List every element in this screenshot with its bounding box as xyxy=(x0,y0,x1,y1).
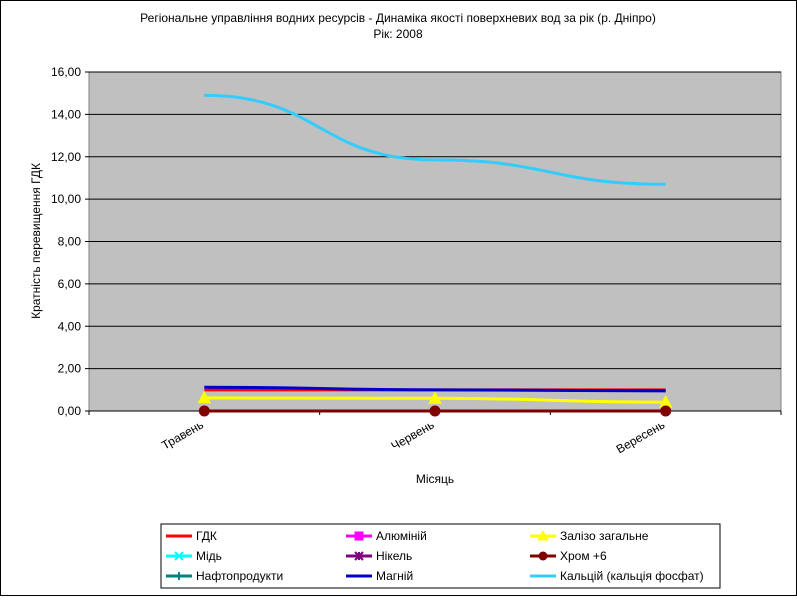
series-marker xyxy=(537,529,549,541)
series-line xyxy=(204,93,666,186)
series-marker xyxy=(660,405,672,417)
legend: ГДК Алюміній Залізо загальне Мідь Нікель Хром… xyxy=(160,523,721,589)
y-axis: 0,00 2,00 4,00 6,00 8,00 10,00 12,00 14,00 16,00 xyxy=(51,65,89,418)
y-tick-label: 12,00 xyxy=(51,150,81,164)
legend-item: Алюміній xyxy=(346,529,427,543)
y-tick-label: 10,00 xyxy=(51,192,81,206)
y-tick-label: 8,00 xyxy=(58,235,82,249)
legend-items: ГДК Алюміній Залізо загальне Мідь Нікель Хром… xyxy=(166,529,704,583)
series-marker xyxy=(174,551,184,561)
series-marker xyxy=(429,405,441,417)
y-tick-label: 2,00 xyxy=(58,362,82,376)
legend-item: Залізо загальне xyxy=(530,529,649,543)
chart-subtitle: Рік: 2008 xyxy=(373,27,423,41)
legend-item: Хром +6 xyxy=(530,549,607,563)
series-marker xyxy=(198,405,210,417)
y-tick-label: 14,00 xyxy=(51,107,81,121)
legend-item: Нафтопродукти xyxy=(166,569,283,583)
legend-item: ГДК xyxy=(166,529,217,543)
legend-label: Алюміній xyxy=(376,529,427,543)
legend-label: Хром +6 xyxy=(560,549,607,563)
legend-label: Нікель xyxy=(376,549,412,563)
legend-label: Магній xyxy=(376,569,413,583)
series-Хром +6 xyxy=(198,405,672,417)
legend-label: Залізо загальне xyxy=(560,529,649,543)
legend-item: Мідь xyxy=(166,549,222,563)
y-tick-label: 6,00 xyxy=(58,277,82,291)
series-marker xyxy=(175,572,183,580)
legend-label: ГДК xyxy=(196,529,217,543)
legend-item: Магній xyxy=(346,569,413,583)
x-axis-label: Місяць xyxy=(416,472,454,486)
legend-item: Нікель xyxy=(346,549,412,563)
series-marker xyxy=(538,551,548,561)
chart-title: Регіональне управління водних ресурсів -… xyxy=(140,11,656,25)
y-axis-label: Кратність перевищення ГДК xyxy=(29,163,43,319)
legend-box xyxy=(160,523,721,589)
y-tick-label: 16,00 xyxy=(51,65,81,79)
series-marker xyxy=(428,391,442,404)
y-tick-label: 4,00 xyxy=(58,319,82,333)
series-Кальцій (кальція фосфат) xyxy=(204,93,666,186)
series-marker xyxy=(354,551,364,561)
legend-item: Кальцій (кальція фосфат) xyxy=(530,569,704,583)
legend-label: Кальцій (кальція фосфат) xyxy=(560,569,704,583)
series-layer xyxy=(197,93,673,417)
series-line xyxy=(204,385,666,393)
series-marker xyxy=(354,531,364,541)
legend-label: Мідь xyxy=(196,549,222,563)
series-marker xyxy=(197,390,212,404)
y-tick-label: 0,00 xyxy=(58,404,82,418)
grid-layer xyxy=(89,71,781,412)
series-Магній xyxy=(204,385,666,393)
legend-label: Нафтопродукти xyxy=(196,569,283,583)
